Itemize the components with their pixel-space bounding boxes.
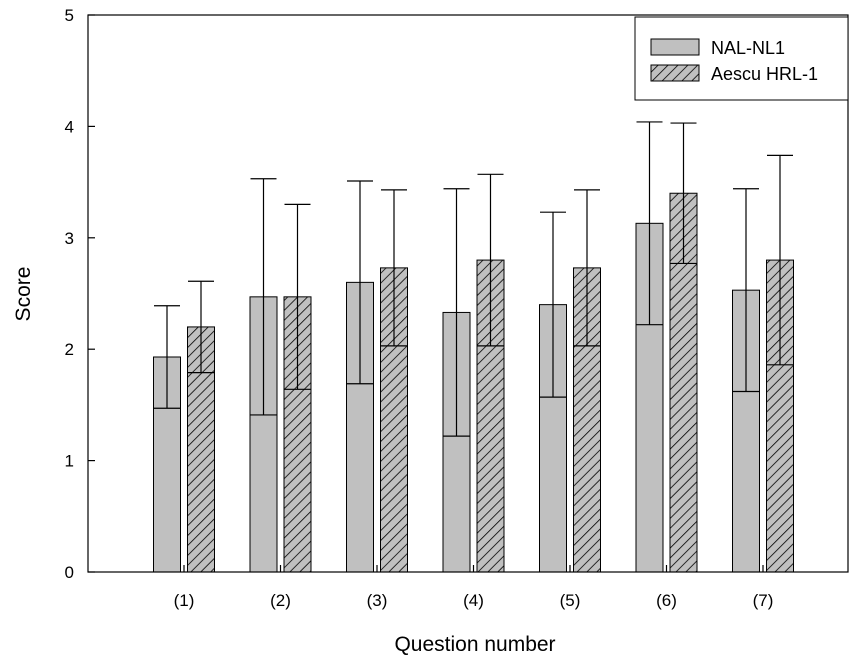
x-tick-label: (5) xyxy=(560,591,581,610)
legend-box xyxy=(634,16,849,101)
x-axis-title: Question number xyxy=(394,633,555,656)
y-tick-label: 1 xyxy=(65,452,74,471)
legend-swatch-aescu-hrl-1 xyxy=(650,64,700,82)
y-tick-label: 0 xyxy=(65,563,74,582)
x-tick-label: (3) xyxy=(367,591,388,610)
legend-label-aescu-hrl-1: Aescu HRL-1 xyxy=(711,64,818,84)
x-tick-label: (6) xyxy=(656,591,677,610)
x-axis: (1) (2) (3) (4) (5) (6) (7) xyxy=(174,565,774,610)
y-axis-title: Score xyxy=(12,267,35,322)
legend: NAL-NL1 Aescu HRL-1 xyxy=(634,16,849,101)
bars-layer xyxy=(153,192,794,573)
legend-swatch-nal-nl1 xyxy=(650,38,700,56)
y-tick-label: 3 xyxy=(65,229,74,248)
y-tick-label: 2 xyxy=(65,340,74,359)
x-tick-label: (1) xyxy=(174,591,195,610)
y-tick-label: 4 xyxy=(65,117,74,136)
x-tick-label: (2) xyxy=(270,591,291,610)
error-bars-layer xyxy=(154,121,793,437)
bar-aescu-hrl-1 xyxy=(283,296,312,573)
legend-label-nal-nl1: NAL-NL1 xyxy=(711,38,785,58)
y-tick-label: 5 xyxy=(65,6,74,25)
plot-area-frame xyxy=(87,14,849,573)
x-tick-label: (7) xyxy=(753,591,774,610)
x-tick-label: (4) xyxy=(463,591,484,610)
y-axis: 0 1 2 3 4 5 xyxy=(65,6,95,582)
